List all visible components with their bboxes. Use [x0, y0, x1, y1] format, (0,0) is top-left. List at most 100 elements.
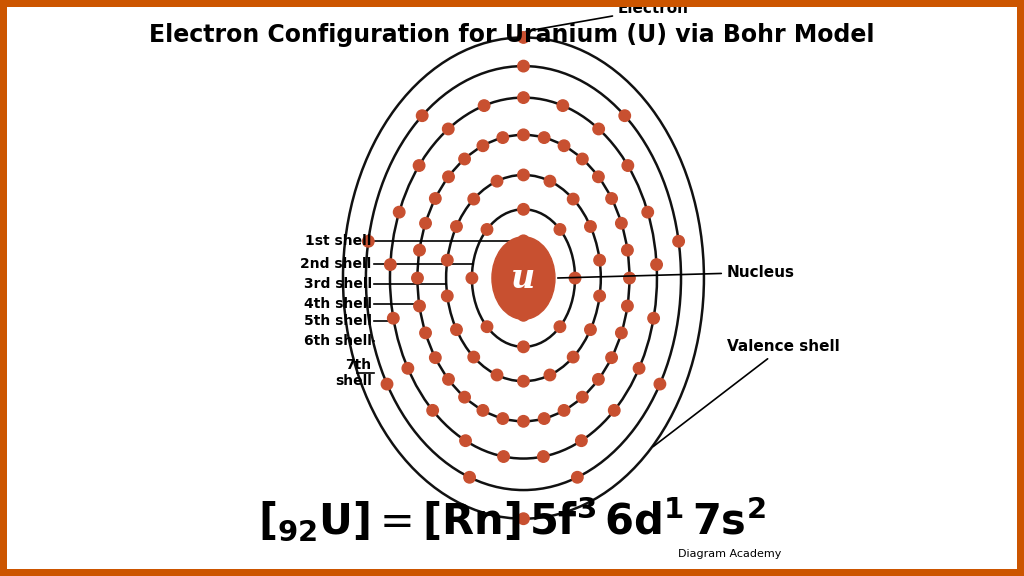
Circle shape	[577, 392, 588, 403]
Circle shape	[492, 176, 503, 187]
Circle shape	[478, 100, 489, 111]
Circle shape	[557, 100, 568, 111]
Circle shape	[633, 362, 645, 374]
Circle shape	[593, 123, 604, 135]
Circle shape	[539, 132, 550, 143]
Circle shape	[518, 203, 529, 215]
Circle shape	[544, 176, 556, 187]
Circle shape	[654, 378, 666, 390]
Text: Electron: Electron	[526, 1, 689, 31]
Circle shape	[518, 235, 529, 247]
Circle shape	[477, 140, 488, 151]
Circle shape	[414, 300, 425, 312]
Circle shape	[414, 160, 425, 171]
Circle shape	[402, 362, 414, 374]
Circle shape	[615, 218, 627, 229]
Circle shape	[481, 223, 493, 235]
Circle shape	[468, 351, 479, 363]
Text: Valence shell: Valence shell	[653, 339, 840, 446]
Circle shape	[577, 153, 588, 165]
Text: 7th
shell: 7th shell	[335, 358, 372, 388]
Circle shape	[459, 392, 470, 403]
Circle shape	[606, 193, 617, 204]
Circle shape	[558, 405, 569, 416]
Circle shape	[569, 272, 581, 284]
Circle shape	[381, 378, 393, 390]
Circle shape	[624, 272, 635, 284]
Text: Nucleus: Nucleus	[558, 265, 795, 280]
Circle shape	[414, 244, 425, 256]
Circle shape	[430, 193, 441, 204]
Circle shape	[544, 369, 556, 381]
Circle shape	[538, 451, 549, 463]
Circle shape	[412, 272, 423, 284]
Text: 4th shell: 4th shell	[304, 297, 372, 311]
Text: u: u	[511, 262, 536, 294]
Text: 5th shell: 5th shell	[304, 314, 372, 328]
Circle shape	[558, 140, 569, 151]
Circle shape	[554, 321, 565, 332]
Circle shape	[585, 221, 596, 232]
Circle shape	[539, 413, 550, 425]
Circle shape	[518, 169, 529, 181]
Circle shape	[593, 171, 604, 183]
Circle shape	[518, 341, 529, 353]
Circle shape	[606, 352, 617, 363]
Circle shape	[554, 223, 565, 235]
Circle shape	[593, 374, 604, 385]
Text: Electron Configuration for Uranium (U) via Bohr Model: Electron Configuration for Uranium (U) v…	[150, 23, 874, 47]
Circle shape	[427, 405, 438, 416]
Circle shape	[468, 194, 479, 205]
Circle shape	[571, 472, 583, 483]
Circle shape	[387, 313, 399, 324]
Text: 6th shell: 6th shell	[304, 334, 372, 348]
Circle shape	[594, 290, 605, 302]
Circle shape	[585, 324, 596, 335]
Circle shape	[441, 255, 453, 266]
Circle shape	[575, 435, 587, 446]
Circle shape	[518, 60, 529, 72]
Circle shape	[464, 472, 475, 483]
Circle shape	[518, 92, 529, 103]
Ellipse shape	[492, 237, 555, 319]
Circle shape	[648, 313, 659, 324]
Circle shape	[567, 194, 579, 205]
Circle shape	[451, 221, 462, 232]
Circle shape	[420, 327, 431, 339]
Circle shape	[459, 153, 470, 165]
Circle shape	[460, 435, 471, 446]
Circle shape	[497, 413, 509, 425]
Circle shape	[497, 132, 509, 143]
Circle shape	[518, 513, 529, 524]
Circle shape	[518, 309, 529, 321]
Circle shape	[420, 218, 431, 229]
Text: $\mathbf{[}_{\mathbf{92}}\mathbf{U]} = \mathbf{[Rn]\,5f^3\,6d^1\,7s^2}$: $\mathbf{[}_{\mathbf{92}}\mathbf{U]} = \…	[258, 494, 766, 543]
Text: Diagram Academy: Diagram Academy	[678, 549, 781, 559]
Circle shape	[594, 255, 605, 266]
Circle shape	[615, 327, 627, 339]
Circle shape	[498, 451, 509, 463]
Circle shape	[518, 32, 529, 43]
Circle shape	[492, 369, 503, 381]
Circle shape	[362, 236, 374, 247]
Circle shape	[518, 376, 529, 387]
Text: 3rd shell: 3rd shell	[303, 277, 372, 291]
Circle shape	[442, 171, 455, 183]
Circle shape	[622, 244, 633, 256]
Circle shape	[518, 129, 529, 141]
Circle shape	[623, 160, 634, 171]
Circle shape	[430, 352, 441, 363]
Circle shape	[651, 259, 663, 270]
Circle shape	[441, 290, 453, 302]
Circle shape	[451, 324, 462, 335]
Circle shape	[442, 374, 455, 385]
Circle shape	[481, 321, 493, 332]
Circle shape	[466, 272, 477, 284]
Circle shape	[393, 206, 404, 218]
Text: 1st shell: 1st shell	[305, 234, 372, 248]
Text: 2nd shell: 2nd shell	[300, 257, 372, 271]
Circle shape	[518, 415, 529, 427]
Circle shape	[673, 236, 684, 247]
Circle shape	[417, 110, 428, 122]
Circle shape	[622, 300, 633, 312]
